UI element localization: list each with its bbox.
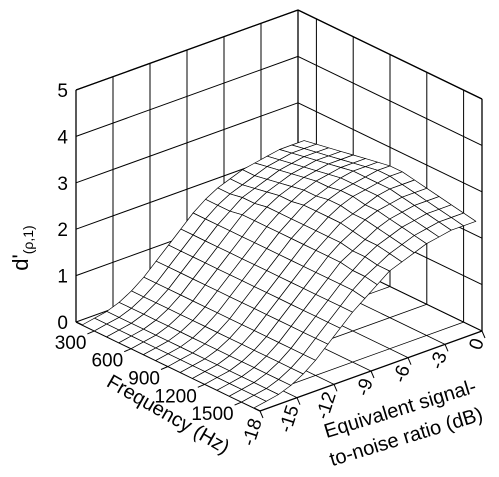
z-tick-label: 0 — [57, 313, 68, 334]
x-tick-mark — [197, 383, 205, 388]
y-tick-mark — [444, 344, 449, 352]
x-tick-label: 1200 — [155, 386, 197, 407]
z-axis-label-sub: (ρ,1) — [20, 225, 36, 254]
surface-cell — [241, 394, 267, 409]
x-tick-label: 600 — [91, 351, 123, 372]
x-tick-mark — [87, 330, 95, 335]
z-tick-label: 3 — [57, 174, 68, 195]
y-tick-mark — [370, 370, 375, 379]
x-tick-mark — [160, 366, 169, 370]
right-wall-top-edge — [297, 9, 483, 100]
x-tick-mark — [124, 348, 132, 353]
y-tick-mark — [333, 384, 338, 392]
z-axis-label: d'(ρ,1) — [8, 225, 36, 270]
y-tick-label: -3 — [427, 349, 452, 372]
y-tick-label: 0 — [466, 336, 489, 353]
y-tick-mark — [407, 357, 412, 365]
z-tick-label: 5 — [57, 81, 68, 102]
surface-mesh — [81, 140, 477, 409]
z-tick-label: 1 — [57, 267, 68, 288]
x-tick-mark — [234, 401, 242, 406]
y-tick-mark — [296, 397, 301, 405]
y-tick-label: -15 — [275, 403, 303, 436]
x-tick-label: 300 — [55, 333, 87, 354]
y-tick-label: -6 — [390, 363, 415, 386]
y-tick-label: -18 — [238, 416, 266, 449]
y-tick-mark — [481, 330, 486, 339]
y-tick-mark — [259, 410, 264, 419]
z-tick-label: 2 — [57, 220, 68, 241]
z-axis-label-main: d' — [8, 254, 33, 270]
x-tick-label: 1500 — [191, 404, 233, 425]
y-tick-label: -9 — [353, 376, 378, 399]
x-tick-label: 900 — [128, 369, 160, 390]
z-tick-label: 4 — [57, 127, 68, 148]
left-wall-top-edge — [75, 9, 299, 91]
